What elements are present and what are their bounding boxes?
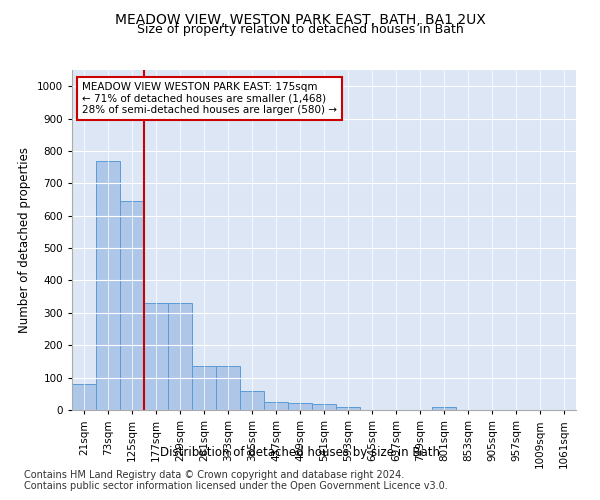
Bar (264, 402, 288, 410)
Text: Contains public sector information licensed under the Open Government Licence v3: Contains public sector information licen… (24, 481, 448, 491)
Bar (72, 384, 96, 410)
Text: Distribution of detached houses by size in Bath: Distribution of detached houses by size … (160, 446, 440, 459)
Bar (336, 407, 360, 410)
Bar (312, 404, 336, 410)
Bar (432, 407, 456, 410)
Y-axis label: Number of detached properties: Number of detached properties (18, 147, 31, 333)
Bar (192, 366, 216, 410)
Text: Contains HM Land Registry data © Crown copyright and database right 2024.: Contains HM Land Registry data © Crown c… (24, 470, 404, 480)
Bar (96, 160, 120, 410)
Bar (240, 390, 264, 410)
Text: Size of property relative to detached houses in Bath: Size of property relative to detached ho… (137, 22, 463, 36)
Bar (120, 201, 144, 410)
Bar (216, 366, 240, 410)
Bar (168, 303, 192, 410)
Text: MEADOW VIEW WESTON PARK EAST: 175sqm
← 71% of detached houses are smaller (1,468: MEADOW VIEW WESTON PARK EAST: 175sqm ← 7… (82, 82, 337, 115)
Bar (288, 403, 312, 410)
Text: MEADOW VIEW, WESTON PARK EAST, BATH, BA1 2UX: MEADOW VIEW, WESTON PARK EAST, BATH, BA1… (115, 12, 485, 26)
Bar (144, 303, 168, 410)
